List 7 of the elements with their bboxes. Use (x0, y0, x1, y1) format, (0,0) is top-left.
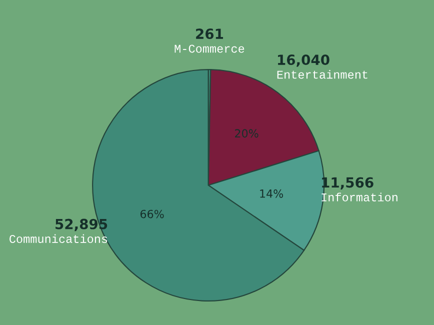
data-label: 16,040 (278, 54, 330, 67)
text: 20% (235, 129, 258, 138)
data-label: 261 (196, 28, 224, 40)
slice-label: Entertainment (277, 70, 368, 79)
slice-label: M-Commerce (174, 44, 244, 53)
text: 14% (260, 189, 284, 198)
text: 66% (140, 210, 164, 218)
